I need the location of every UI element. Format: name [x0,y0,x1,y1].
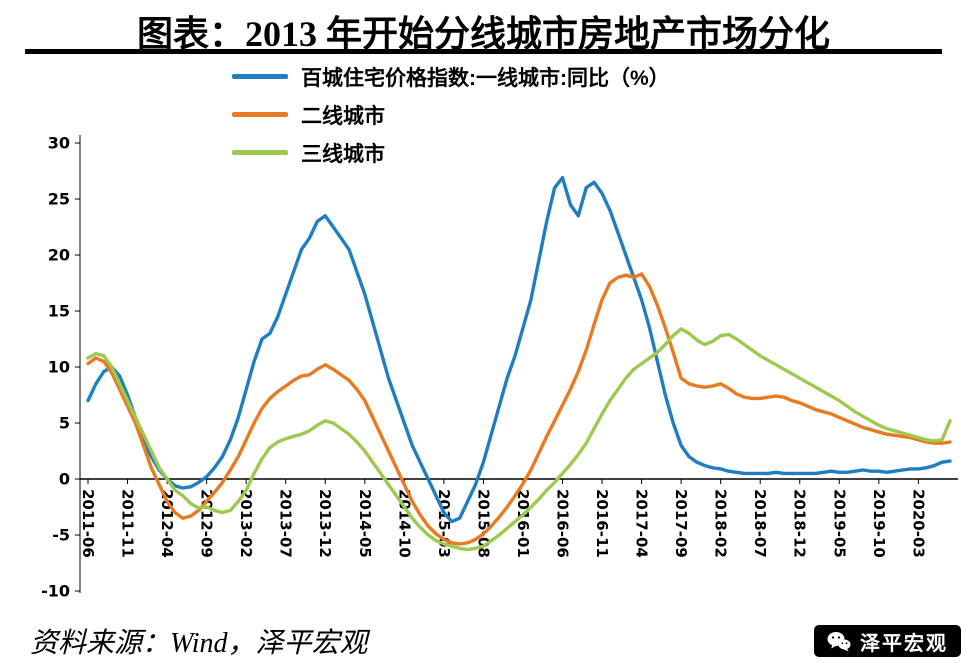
y-axis-label: 0 [59,470,70,489]
x-axis-label: 2013-02 [237,489,255,558]
legend: 百城住宅价格指数:一线城市:同比（%） 二线城市 三线城市 [232,62,670,167]
x-axis-label: 2014-05 [356,489,374,558]
x-axis-label: 2011-06 [79,489,97,558]
title-divider [25,49,942,54]
y-axis-label: -10 [41,582,70,601]
wechat-icon [827,631,851,652]
x-axis-label: 2013-12 [316,489,334,558]
x-axis-label: 2018-12 [791,489,809,558]
legend-label-tier2: 二线城市 [301,104,385,128]
series-line-2 [86,272,952,546]
brand-badge-label: 泽平宏观 [860,632,948,655]
x-axis-label: 2011-11 [119,489,137,558]
y-axis-label: 15 [48,302,70,321]
x-axis-label: 2015-08 [474,489,492,558]
series-line-1 [86,175,952,524]
y-axis-label: 30 [48,134,70,153]
brand-badge: 泽平宏观 [814,625,961,657]
source-note: 资料来源：Wind，泽平宏观 [30,628,368,659]
x-axis-label: 2016-06 [553,489,571,558]
page-title: 图表：2013 年开始分线城市房地产市场分化 [136,14,830,54]
x-axis-label: 2016-11 [593,489,611,558]
legend-label-tier1: 百城住宅价格指数:一线城市:同比（%） [301,66,670,90]
x-axis-label: 2016-01 [514,489,532,558]
legend-swatch-tier3 [232,150,288,155]
y-axis-label: 10 [48,358,70,377]
x-axis-label: 2018-07 [751,489,769,558]
x-axis-label: 2017-04 [633,489,651,558]
legend-label-tier3: 三线城市 [301,142,385,166]
x-axis-label: 2019-10 [870,489,888,558]
x-axis-label: 2013-07 [277,489,295,558]
x-axis-label: 2017-09 [672,489,690,558]
series-line-3 [86,327,952,552]
legend-item-tier2: 二线城市 [232,100,670,129]
x-axis-label: 2019-05 [830,489,848,558]
y-axis-label: 20 [48,246,70,265]
legend-swatch-tier1 [232,74,288,79]
y-axis-label: 5 [59,414,70,433]
legend-item-tier3: 三线城市 [232,138,670,167]
y-axis-label: 25 [48,190,70,209]
legend-swatch-tier2 [232,112,288,117]
x-axis-label: 2014-10 [395,489,413,558]
legend-item-tier1: 百城住宅价格指数:一线城市:同比（%） [232,62,670,91]
x-axis-label: 2020-03 [909,489,927,558]
y-axis-label: -5 [52,526,70,545]
x-axis-label: 2018-02 [712,489,730,558]
